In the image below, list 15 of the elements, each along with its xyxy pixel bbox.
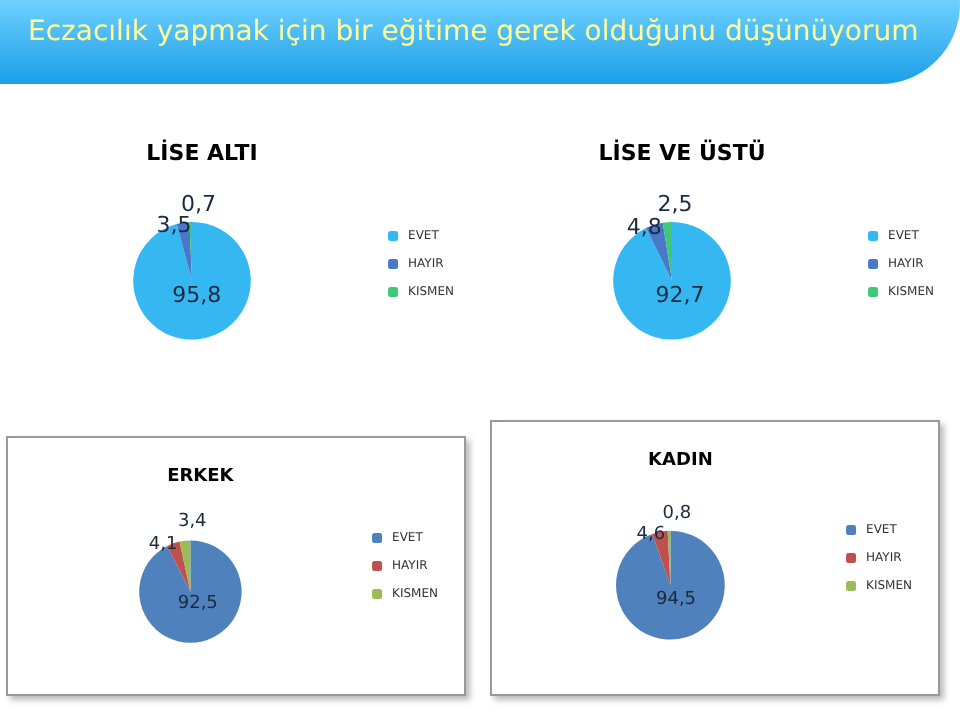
data-label: 92,5 [177, 594, 218, 615]
data-label: 94,5 [655, 589, 697, 610]
chart-title: ERKEK [167, 467, 236, 487]
text: Eczacılık yapmak için bir eğitime gerek olduğunu düşünüyorum [28, 16, 919, 48]
data-label: 4,1 [148, 535, 178, 556]
data-label: 0,7 [181, 191, 217, 218]
data-label: 4,6 [636, 525, 666, 546]
chart-title: LİSE VE ÜSTÜ [598, 138, 766, 166]
data-label: 95,8 [172, 282, 222, 309]
chart-title: KADIN [648, 451, 713, 471]
data-label: 92,7 [655, 281, 705, 308]
data-label: 3,4 [177, 512, 208, 533]
data-label: 0,8 [662, 504, 692, 525]
data-label: 2,5 [657, 191, 693, 218]
chart-title: LİSE ALTI [146, 138, 258, 166]
